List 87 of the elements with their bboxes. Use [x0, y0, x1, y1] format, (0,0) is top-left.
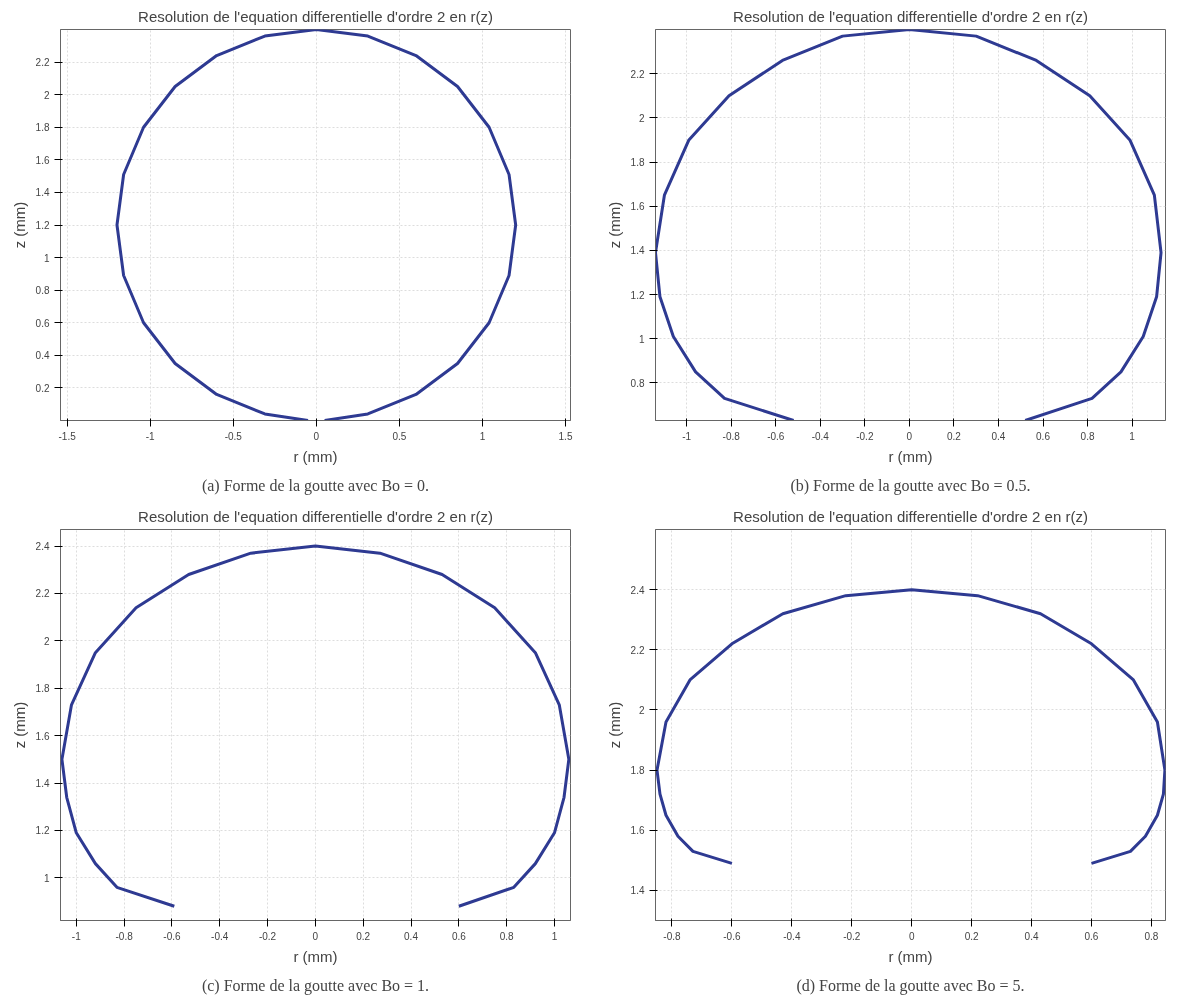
y-tick-label: 2.2 — [630, 68, 645, 80]
y-tick-label: 2 — [638, 704, 645, 716]
x-tick-label: -0.6 — [163, 930, 181, 942]
y-tick-label: 1.6 — [35, 730, 50, 742]
x-tick-label: 1 — [551, 930, 558, 942]
y-axis-title: z (mm) — [605, 701, 623, 749]
x-tick-label: -0.2 — [258, 930, 277, 942]
y-tick-label: 2 — [43, 635, 50, 647]
x-tick-label: 0.2 — [946, 430, 962, 442]
x-tick-label: -0.4 — [783, 930, 801, 942]
y-axis-title: z (mm) — [10, 701, 28, 749]
y-tick-label: 2 — [638, 112, 645, 124]
text: (d) Forme de la goutte avec Bo = 5. — [796, 976, 1025, 995]
y-tick-label: 1 — [638, 333, 645, 345]
x-tick-label: -0.2 — [856, 430, 874, 442]
y-tick-label: 1.2 — [35, 825, 50, 837]
x-tick-label: 0.6 — [1084, 930, 1099, 942]
y-tick-label: 1.4 — [35, 187, 50, 199]
chart-title: Resolution de l'equation differentielle d'ordre 2 en r(z) — [138, 507, 493, 525]
y-tick-label: 2 — [43, 89, 50, 101]
y-tick-label: 0.4 — [35, 350, 50, 362]
y-tick-label: 0.6 — [35, 317, 50, 329]
y-tick-label: 1.2 — [35, 220, 50, 231]
x-axis-title: r (mm) — [293, 447, 338, 465]
x-tick-label: 0.8 — [499, 930, 515, 942]
x-axis-title: r (mm) — [293, 947, 338, 965]
x-axis-title: r (mm) — [888, 447, 933, 465]
chart-title: Resolution de l'equation differentielle d'ordre 2 en r(z) — [733, 7, 1088, 25]
x-axis-title: r (mm) — [888, 947, 933, 965]
x-tick-label: 1 — [479, 430, 486, 442]
y-axis-title: z (mm) — [605, 201, 623, 249]
y-tick-label: 1.4 — [630, 245, 645, 257]
x-tick-label: -0.6 — [767, 430, 785, 442]
x-tick-label: -0.5 — [224, 430, 243, 442]
y-tick-label: 1.6 — [630, 201, 645, 213]
x-tick-label: 0 — [906, 430, 913, 442]
x-tick-label: 0.4 — [1024, 930, 1039, 942]
y-tick-label: 1.4 — [35, 778, 50, 790]
y-tick-label: 1.6 — [35, 154, 50, 166]
y-tick-label: 1.8 — [630, 765, 645, 777]
x-tick-label: 0 — [313, 430, 320, 442]
y-tick-label: 1.8 — [35, 683, 50, 695]
x-tick-label: -0.8 — [115, 930, 134, 942]
y-tick-label: 1.6 — [630, 825, 645, 837]
x-tick-label: -1 — [145, 430, 156, 442]
x-tick-label: -1.5 — [58, 430, 77, 442]
y-tick-label: 1 — [43, 872, 50, 884]
x-tick-label: 0.4 — [991, 430, 1006, 442]
y-tick-label: 0.8 — [35, 285, 50, 297]
text: (c) Forme de la goutte avec Bo = 1. — [201, 976, 430, 995]
y-tick-label: 2.4 — [630, 584, 645, 596]
y-axis-title: z (mm) — [10, 201, 28, 249]
x-tick-label: 0.2 — [964, 930, 980, 942]
text: (a) Forme de la goutte avec Bo = 0. — [201, 476, 430, 495]
y-tick-label: 2.2 — [35, 588, 50, 600]
x-tick-label: -0.6 — [723, 930, 741, 942]
x-tick-label: -0.4 — [811, 430, 830, 442]
y-tick-label: 2.2 — [35, 57, 50, 69]
y-tick-label: 0.8 — [630, 377, 645, 389]
text: (b) Forme de la goutte avec Bo = 0.5. — [790, 476, 1031, 495]
x-tick-label: 1.5 — [558, 430, 573, 442]
y-tick-label: 1 — [43, 252, 50, 264]
x-tick-label: 0.8 — [1080, 430, 1095, 442]
x-tick-label: 0 — [908, 930, 915, 942]
x-tick-label: 0.8 — [1144, 930, 1159, 942]
x-tick-label: -0.4 — [211, 930, 229, 942]
x-tick-label: -0.8 — [722, 430, 741, 442]
x-tick-label: 0.4 — [404, 930, 419, 942]
x-tick-label: -0.8 — [663, 930, 682, 942]
y-tick-label: 2.4 — [35, 541, 50, 553]
x-tick-label: -0.2 — [843, 930, 861, 942]
x-tick-label: 0.6 — [1036, 430, 1051, 442]
chart-title: Resolution de l'equation differentielle d'ordre 2 en r(z) — [733, 507, 1088, 525]
x-tick-label: -1 — [682, 430, 692, 442]
x-tick-label: 1 — [1129, 430, 1136, 442]
y-tick-label: 1.4 — [630, 885, 645, 897]
y-tick-label: 2.2 — [630, 644, 645, 656]
y-tick-label: 1.8 — [35, 122, 50, 134]
x-tick-label: 0.5 — [392, 430, 407, 442]
x-tick-label: 0 — [312, 930, 319, 942]
x-tick-label: -1 — [71, 930, 82, 942]
chart-title: Resolution de l'equation differentielle d'ordre 2 en r(z) — [138, 7, 493, 25]
y-tick-label: 1.8 — [630, 157, 645, 169]
y-tick-label: 1.2 — [630, 289, 645, 301]
y-tick-label: 0.2 — [35, 382, 50, 394]
x-tick-label: 0.2 — [356, 930, 371, 942]
x-tick-label: 0.6 — [451, 930, 467, 942]
